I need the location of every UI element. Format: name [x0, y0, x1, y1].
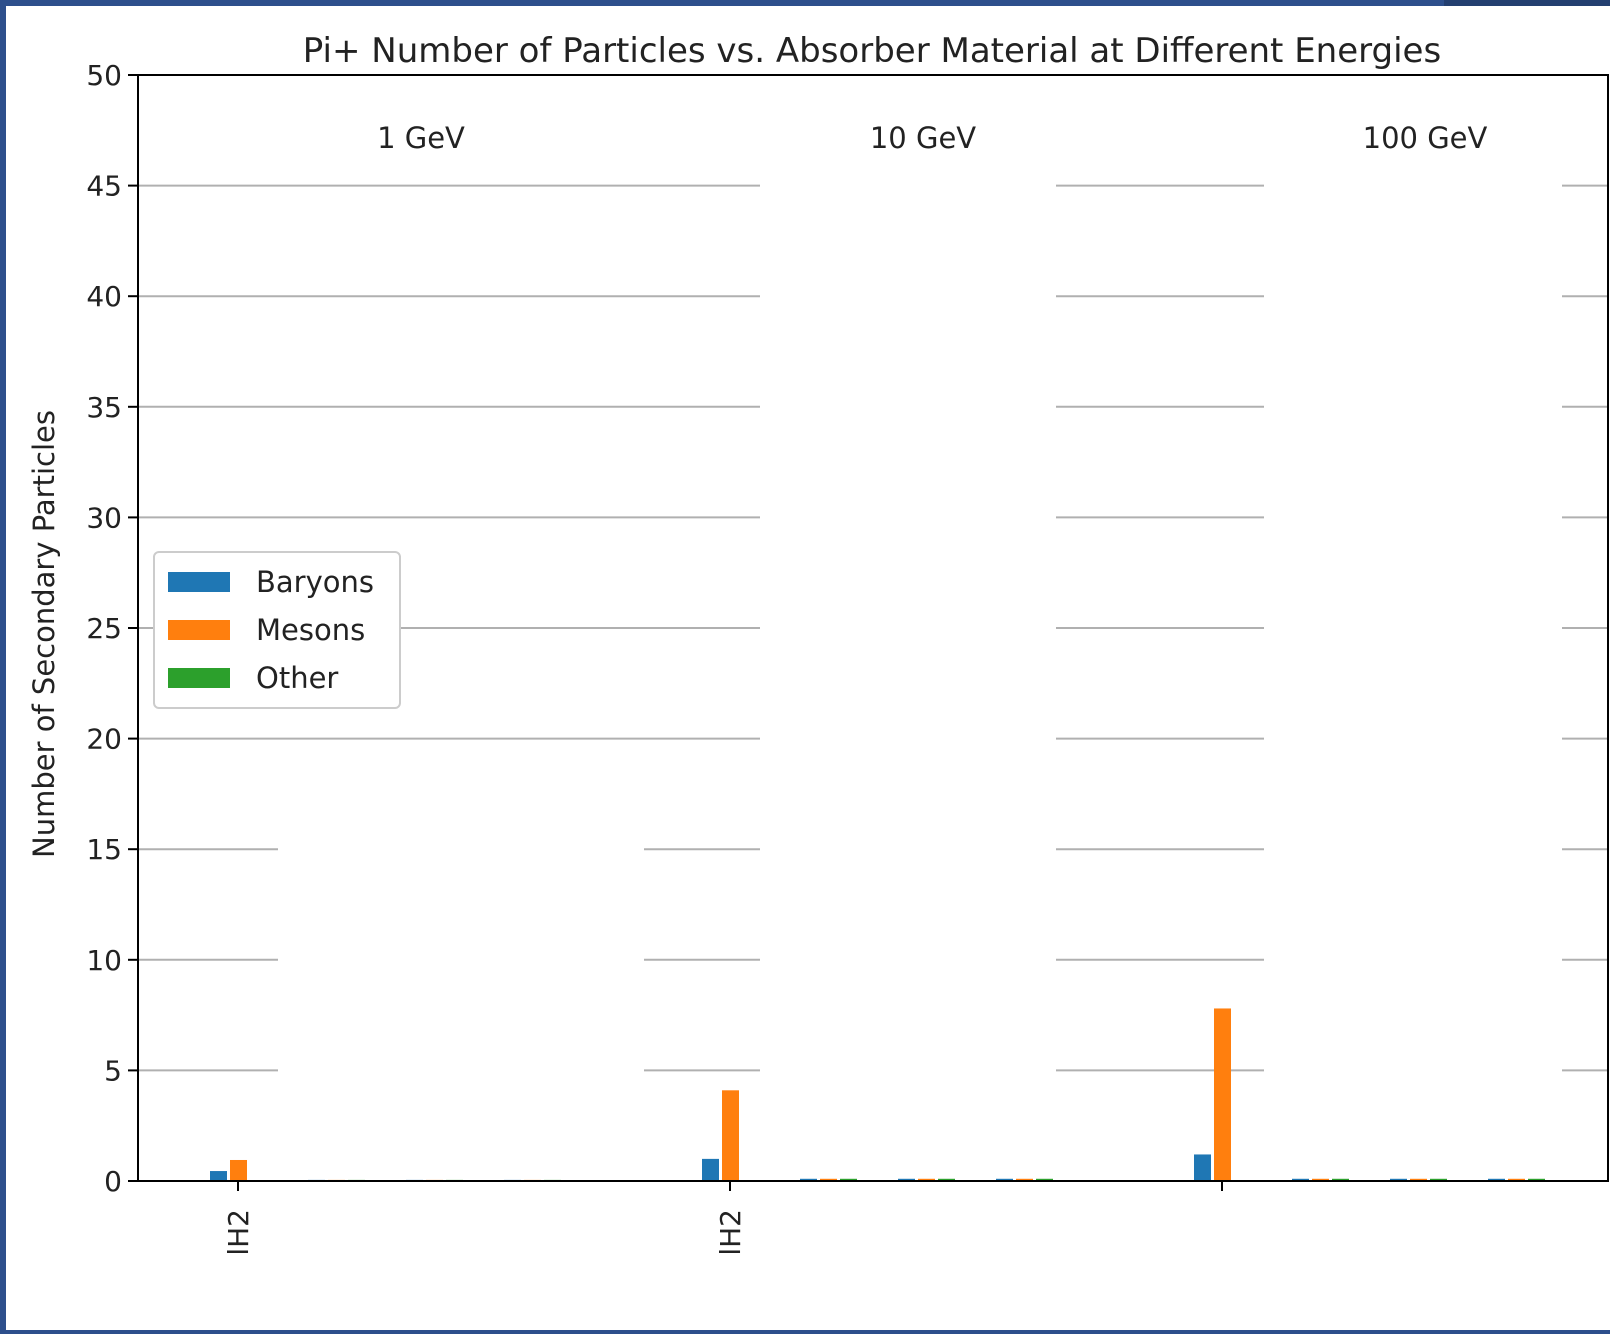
chart-title: Pi+ Number of Particles vs. Absorber Mat…	[303, 31, 1441, 71]
bar-baryons	[800, 1178, 817, 1181]
axes: lH2 lH2 0 5 10 15 20 25 30 35 40 45 50	[86, 59, 1609, 1256]
y-tick-label: 10	[86, 944, 122, 977]
bar-other	[1036, 1178, 1053, 1181]
panel-label: 100 GeV	[1363, 121, 1488, 155]
y-tick-label: 40	[86, 280, 122, 313]
bar-mesons	[1016, 1178, 1033, 1181]
bar-mesons	[820, 1178, 837, 1181]
y-tick-label: 25	[86, 612, 122, 645]
bar-mesons	[1508, 1178, 1525, 1181]
bar-other	[1528, 1178, 1545, 1181]
chart-figure: Pi+ Number of Particles vs. Absorber Mat…	[6, 6, 1610, 1330]
bar-baryons	[1390, 1178, 1407, 1181]
chart-svg: Pi+ Number of Particles vs. Absorber Mat…	[27, 31, 1609, 1256]
panel-labels: 1 GeV 10 GeV 100 GeV	[377, 121, 1487, 155]
y-tick-label: 0	[104, 1165, 122, 1198]
x-tick-label: lH2	[222, 1209, 255, 1256]
legend: Baryons Mesons Other	[153, 551, 401, 709]
bar-mesons	[1214, 1008, 1231, 1181]
bar-mesons	[918, 1178, 935, 1181]
legend-swatch-baryons	[168, 572, 230, 592]
bars	[210, 1008, 1545, 1181]
bar-other	[1332, 1178, 1349, 1181]
bar-baryons	[702, 1158, 719, 1181]
bar-baryons	[210, 1171, 227, 1181]
bar-mesons	[230, 1159, 247, 1181]
bar-baryons	[1488, 1178, 1505, 1181]
legend-label-mesons: Mesons	[256, 613, 365, 647]
bar-other	[938, 1178, 955, 1181]
panel-label: 1 GeV	[377, 121, 465, 155]
bar-baryons	[1194, 1154, 1211, 1181]
bar-mesons	[1312, 1178, 1329, 1181]
panel-label: 10 GeV	[870, 121, 976, 155]
y-tick-label: 15	[86, 833, 122, 866]
legend-swatch-other	[168, 668, 230, 688]
bar-mesons	[722, 1090, 739, 1181]
bar-baryons	[1292, 1178, 1309, 1181]
bar-mesons	[1410, 1178, 1427, 1181]
legend-swatch-mesons	[168, 620, 230, 640]
window-edge	[1444, 0, 1610, 6]
y-tick-label: 20	[86, 723, 122, 756]
y-axis-label: Number of Secondary Particles	[27, 410, 61, 858]
bar-other	[840, 1178, 857, 1181]
legend-label-other: Other	[256, 661, 338, 695]
legend-label-baryons: Baryons	[256, 565, 374, 599]
y-tick-label: 50	[86, 59, 122, 92]
y-tick-label: 35	[86, 391, 122, 424]
y-tick-label: 30	[86, 501, 122, 534]
bar-baryons	[898, 1178, 915, 1181]
y-tick-label: 5	[104, 1054, 122, 1087]
x-tick-label: lH2	[714, 1209, 747, 1256]
bar-other	[1430, 1178, 1447, 1181]
y-tick-label: 45	[86, 170, 122, 203]
bar-baryons	[996, 1178, 1013, 1181]
